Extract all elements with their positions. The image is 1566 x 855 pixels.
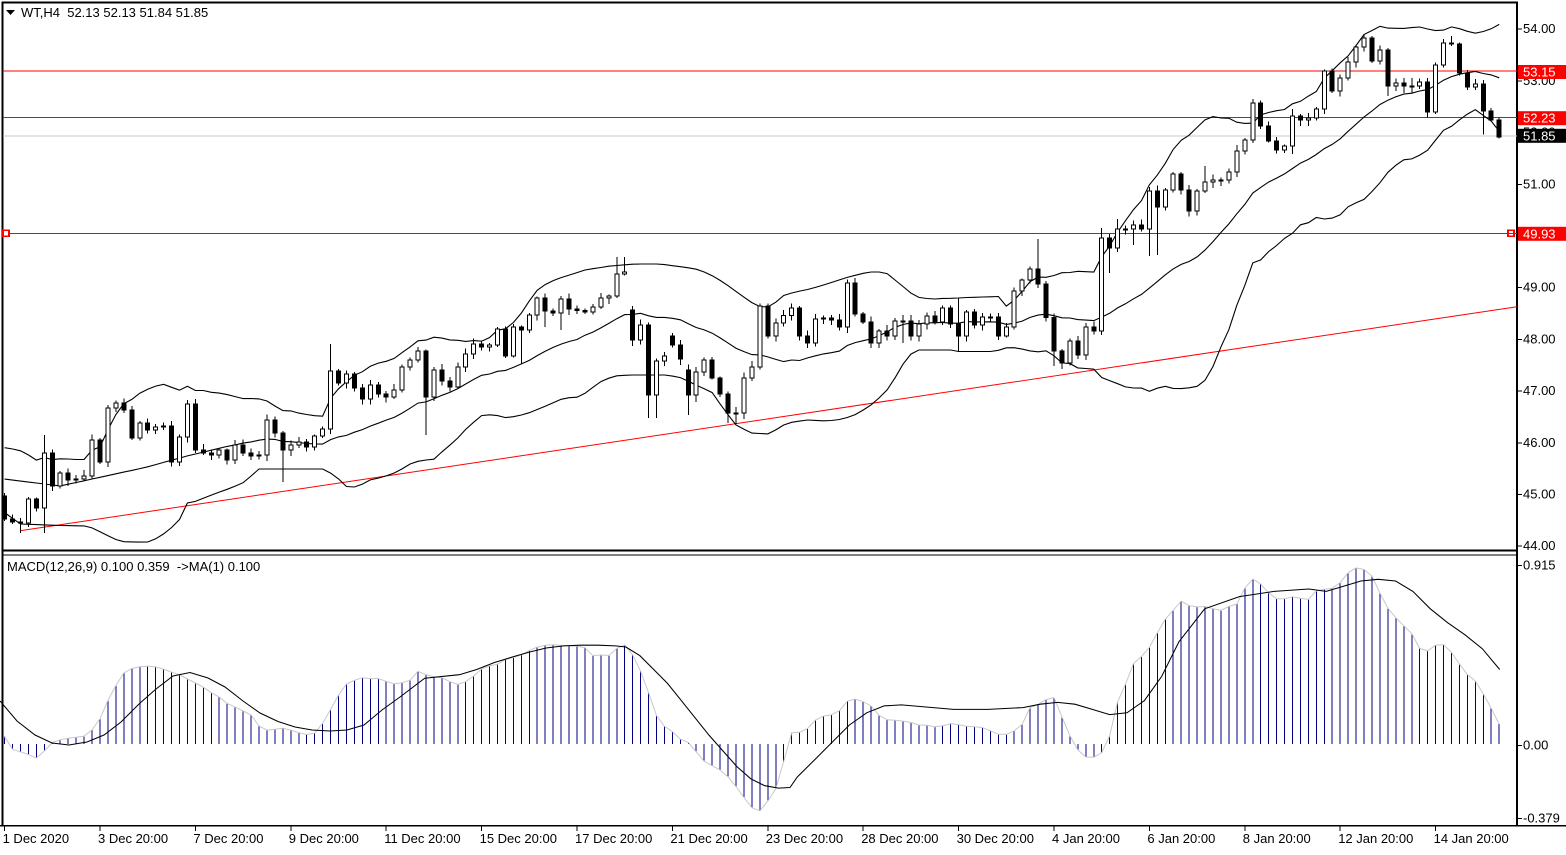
svg-text:49.93: 49.93 <box>1523 226 1556 241</box>
svg-text:48.00: 48.00 <box>1523 331 1556 346</box>
svg-text:3 Dec 20:00: 3 Dec 20:00 <box>98 831 168 846</box>
svg-text:28 Dec 20:00: 28 Dec 20:00 <box>861 831 938 846</box>
svg-text:45.00: 45.00 <box>1523 487 1556 502</box>
svg-text:54.00: 54.00 <box>1523 21 1556 36</box>
svg-text:0.915: 0.915 <box>1523 558 1556 573</box>
svg-text:0.00: 0.00 <box>1523 737 1548 752</box>
svg-text:23 Dec 20:00: 23 Dec 20:00 <box>766 831 843 846</box>
svg-text:7 Dec 20:00: 7 Dec 20:00 <box>193 831 263 846</box>
svg-text:44.00: 44.00 <box>1523 538 1556 553</box>
svg-text:53.15: 53.15 <box>1523 65 1556 80</box>
svg-text:21 Dec 20:00: 21 Dec 20:00 <box>670 831 747 846</box>
svg-text:49.00: 49.00 <box>1523 280 1556 295</box>
svg-text:4 Jan 20:00: 4 Jan 20:00 <box>1052 831 1120 846</box>
svg-text:6 Jan 20:00: 6 Jan 20:00 <box>1147 831 1215 846</box>
svg-text:15 Dec 20:00: 15 Dec 20:00 <box>480 831 557 846</box>
svg-text:-0.379: -0.379 <box>1523 811 1560 826</box>
svg-text:47.00: 47.00 <box>1523 383 1556 398</box>
svg-text:17 Dec 20:00: 17 Dec 20:00 <box>575 831 652 846</box>
svg-text:51.00: 51.00 <box>1523 176 1556 191</box>
svg-text:MACD(12,26,9) 0.100 0.359 ->M: MACD(12,26,9) 0.100 0.359 ->MA(1) 0.100 <box>7 559 260 574</box>
svg-text:46.00: 46.00 <box>1523 435 1556 450</box>
svg-text:14 Jan 20:00: 14 Jan 20:00 <box>1434 831 1509 846</box>
svg-text:52.23: 52.23 <box>1523 111 1556 126</box>
svg-text:11 Dec 20:00: 11 Dec 20:00 <box>384 831 460 846</box>
svg-text:51.85: 51.85 <box>1523 128 1556 143</box>
svg-text:WT,H4 52.13 52.13 51.84 51.85: WT,H4 52.13 52.13 51.84 51.85 <box>21 5 208 20</box>
svg-text:9 Dec 20:00: 9 Dec 20:00 <box>289 831 359 846</box>
svg-text:1 Dec 2020: 1 Dec 2020 <box>3 831 70 846</box>
svg-text:30 Dec 20:00: 30 Dec 20:00 <box>957 831 1034 846</box>
svg-text:12 Jan 20:00: 12 Jan 20:00 <box>1338 831 1413 846</box>
svg-text:8 Jan 20:00: 8 Jan 20:00 <box>1243 831 1311 846</box>
